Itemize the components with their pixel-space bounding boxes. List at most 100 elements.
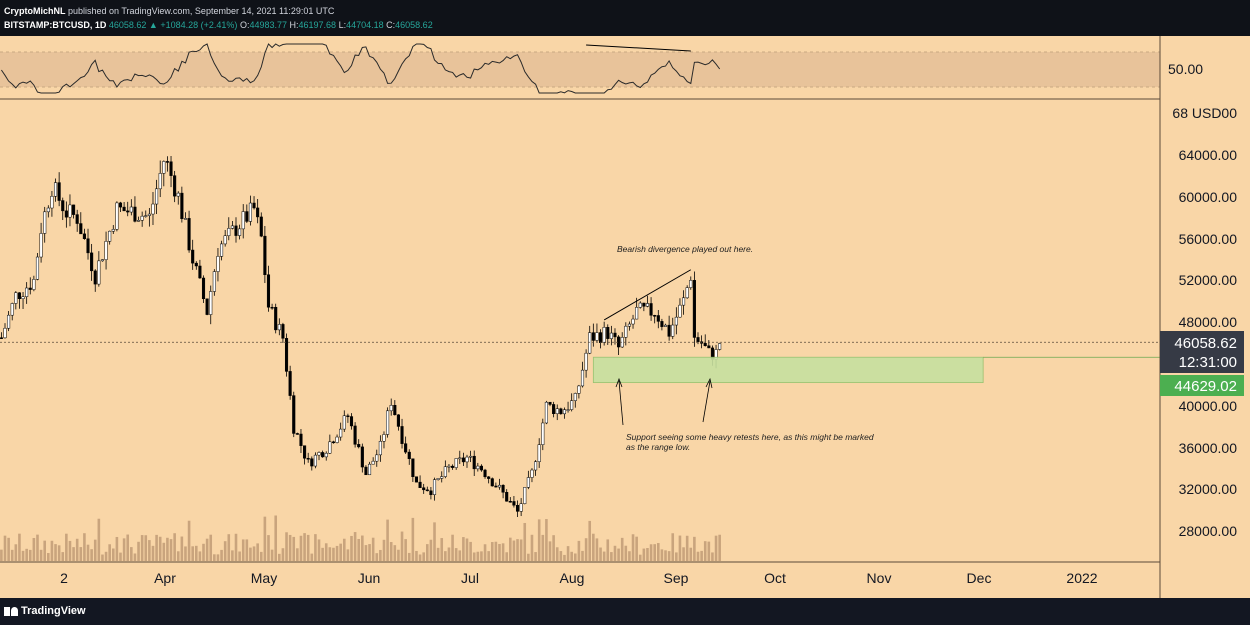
volume-bar	[274, 515, 278, 561]
candle	[386, 410, 390, 435]
volume-bar	[404, 539, 407, 561]
candle	[17, 292, 21, 300]
candle	[624, 325, 628, 338]
volume-bar	[97, 518, 101, 561]
candle	[598, 332, 603, 343]
price-pane[interactable]	[0, 155, 722, 518]
candle	[220, 243, 224, 257]
volume-bar	[570, 551, 573, 561]
volume-bar	[194, 545, 198, 561]
candle	[82, 233, 86, 239]
volume-bar	[36, 534, 39, 561]
candle	[349, 416, 354, 427]
volume-bar	[249, 547, 252, 561]
volume-bar	[642, 548, 646, 561]
volume-bar	[415, 550, 418, 561]
volume-bar	[216, 554, 220, 561]
price-chart[interactable]: 50.00 Bearish divergence played out here…	[0, 36, 1250, 598]
volume-bar	[173, 533, 176, 561]
volume-bar	[429, 539, 433, 561]
candle	[512, 501, 516, 506]
candle	[3, 327, 7, 339]
candle	[497, 484, 502, 488]
volume-bar	[472, 552, 476, 561]
close-value: 46058.62	[395, 20, 433, 30]
candle	[129, 206, 133, 213]
volume-bar	[303, 533, 306, 561]
candle	[707, 345, 711, 349]
volume-bar	[270, 549, 274, 561]
candle	[465, 456, 469, 463]
x-tick-label: Sep	[664, 570, 689, 586]
volume-bar	[227, 534, 231, 561]
annotation-support-line-2: as the range low.	[626, 442, 690, 452]
author-name[interactable]: CryptoMichNL	[4, 6, 66, 16]
volume-bar	[317, 539, 321, 561]
volume-bar	[202, 543, 205, 561]
low-label: L:	[338, 20, 347, 30]
candle	[108, 230, 112, 242]
x-tick-label: 2	[60, 570, 68, 586]
volume-bar	[454, 548, 458, 561]
x-tick-label: Dec	[967, 570, 992, 586]
volume-bar	[444, 551, 447, 561]
candle	[223, 235, 227, 245]
candle	[277, 324, 281, 331]
symbol-label[interactable]: BITSTAMP:BTCUSD, 1D	[4, 20, 107, 30]
volume-bar	[631, 534, 635, 561]
x-tick-label: Jun	[358, 570, 381, 586]
candle	[523, 487, 527, 504]
volume-bar	[346, 549, 350, 561]
volume-bar	[252, 546, 256, 561]
rsi-pane[interactable]: 50.00	[0, 43, 1203, 94]
candle	[256, 207, 260, 218]
candle	[169, 161, 173, 176]
tradingview-logo[interactable]: TradingView	[4, 605, 86, 617]
candle	[266, 274, 271, 308]
candle	[201, 277, 206, 300]
volume-bar	[342, 538, 346, 561]
volume-bar	[90, 549, 93, 561]
volume-bar	[685, 535, 689, 561]
candle	[248, 202, 252, 222]
volume-bar	[180, 536, 184, 561]
candle	[180, 192, 184, 219]
arrow-head	[615, 377, 623, 388]
support-label-box	[1160, 375, 1244, 396]
candle	[566, 409, 570, 411]
candle	[490, 478, 494, 487]
candle	[104, 241, 108, 260]
candle	[10, 303, 14, 316]
volume-bar	[267, 535, 270, 561]
volume-bar	[83, 533, 86, 561]
candle	[519, 503, 523, 512]
candle	[436, 478, 440, 480]
candle	[411, 458, 415, 477]
high-value: 46197.68	[298, 20, 337, 30]
candle	[144, 215, 148, 217]
candle	[682, 297, 686, 306]
candle	[21, 296, 25, 300]
volume-bar	[111, 548, 115, 561]
volume-bar	[476, 551, 480, 561]
volume-bar	[624, 545, 628, 561]
rsi-band	[0, 52, 1160, 87]
volume-bar	[458, 550, 462, 561]
volume-bar	[213, 554, 216, 561]
candle	[476, 465, 480, 470]
volume-bar	[682, 547, 685, 561]
volume-bar	[54, 544, 57, 561]
candle	[335, 436, 339, 443]
volume-bar	[328, 547, 332, 561]
candle	[501, 484, 505, 493]
volume-bar	[140, 535, 144, 561]
candle	[440, 476, 444, 479]
volume-bar	[148, 540, 151, 561]
x-tick-label: Aug	[560, 570, 585, 586]
candle	[400, 426, 404, 444]
candle	[602, 327, 606, 343]
candle	[50, 195, 54, 209]
candle	[299, 433, 303, 446]
volume-bar	[400, 531, 404, 561]
